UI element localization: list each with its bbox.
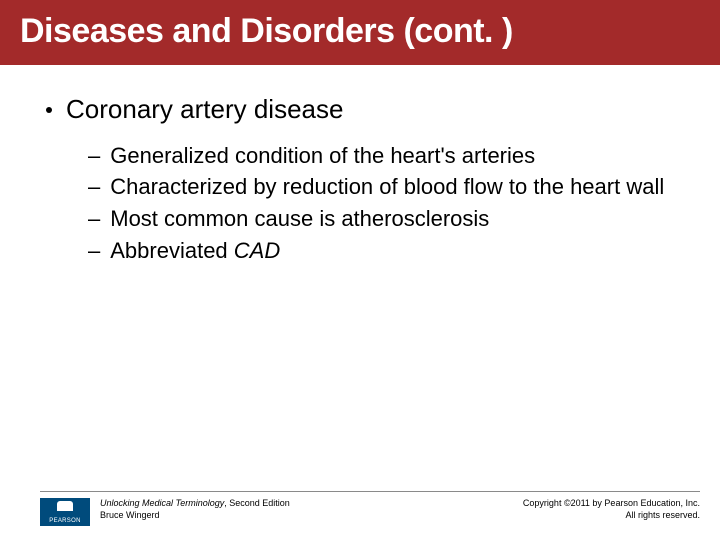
sub-bullet-list: – Generalized condition of the heart's a…: [88, 141, 690, 266]
copyright-block: Copyright ©2011 by Pearson Education, In…: [523, 498, 700, 521]
book-title: Unlocking Medical Terminology: [100, 498, 224, 508]
logo-brand-text: PEARSON: [40, 518, 90, 524]
dash-icon: –: [88, 172, 100, 202]
dash-icon: –: [88, 204, 100, 234]
bullet-dot-icon: [46, 107, 52, 113]
slide-footer: PEARSON Unlocking Medical Terminology, S…: [0, 491, 720, 526]
book-edition: , Second Edition: [224, 498, 290, 508]
dash-icon: –: [88, 236, 100, 266]
sub-bullet-text: Characterized by reduction of blood flow…: [110, 172, 664, 202]
sub-bullet-text: Generalized condition of the heart's art…: [110, 141, 535, 171]
sub-bullet-row: – Most common cause is atherosclerosis: [88, 204, 690, 234]
bullet-text: Coronary artery disease: [66, 93, 343, 127]
dash-icon: –: [88, 141, 100, 171]
title-band: Diseases and Disorders (cont. ): [0, 0, 720, 65]
sub-bullet-row: – Generalized condition of the heart's a…: [88, 141, 690, 171]
footer-divider: [40, 491, 700, 492]
copyright-line: All rights reserved.: [523, 510, 700, 522]
footer-row: PEARSON Unlocking Medical Terminology, S…: [40, 498, 700, 526]
slide-content: Coronary artery disease – Generalized co…: [0, 65, 720, 266]
sub-bullet-row: – Abbreviated CAD: [88, 236, 690, 266]
bullet-row: Coronary artery disease: [46, 93, 690, 127]
book-author: Bruce Wingerd: [100, 510, 290, 522]
sub-bullet-row: – Characterized by reduction of blood fl…: [88, 172, 690, 202]
slide-title: Diseases and Disorders (cont. ): [20, 12, 700, 51]
copyright-line: Copyright ©2011 by Pearson Education, In…: [523, 498, 700, 510]
sub-bullet-text: Abbreviated CAD: [110, 236, 280, 266]
book-info: Unlocking Medical Terminology, Second Ed…: [100, 498, 290, 521]
footer-left: PEARSON Unlocking Medical Terminology, S…: [40, 498, 290, 526]
sub-bullet-text: Most common cause is atherosclerosis: [110, 204, 489, 234]
pearson-logo-icon: PEARSON: [40, 498, 90, 526]
